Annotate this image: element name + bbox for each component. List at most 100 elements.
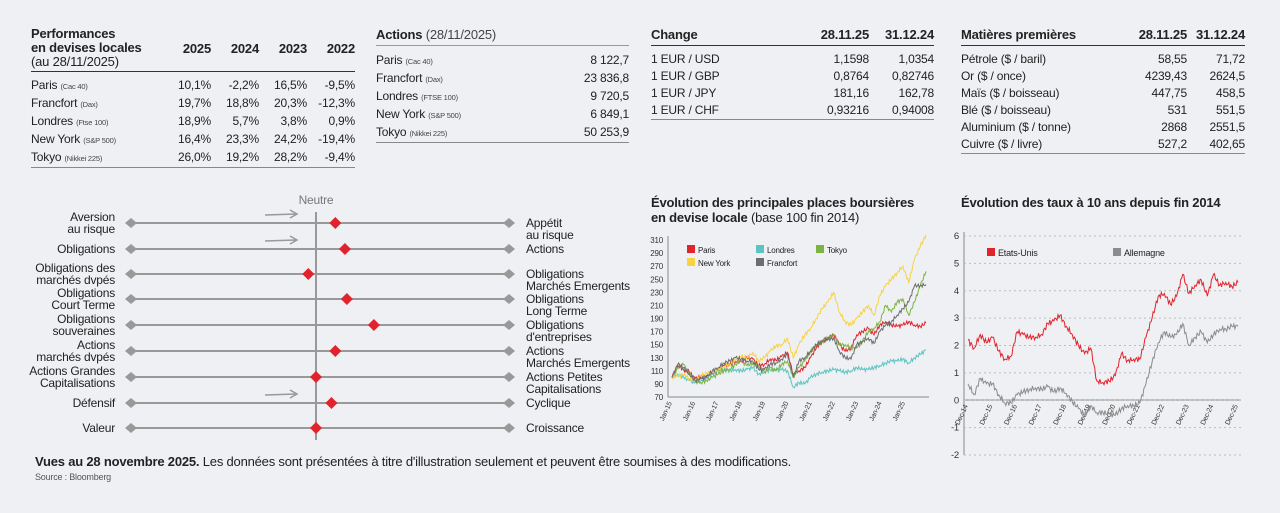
- actions-row: Tokyo (Nikkei 225) 50 253,9: [376, 124, 629, 142]
- end-diamond-icon: [125, 320, 137, 330]
- legend-swatch: [756, 245, 764, 253]
- performance-value: 19,2%: [225, 150, 259, 164]
- y-tick-label: 6: [954, 231, 959, 242]
- index-value: 23 836,8: [583, 71, 629, 85]
- chart1-title: Évolution des principales places boursiè…: [651, 195, 914, 225]
- legend-label: New York: [698, 259, 731, 268]
- row-label: Pétrole ($ / baril): [961, 52, 1046, 66]
- position-marker-icon: [325, 397, 338, 409]
- y-tick-label: 70: [655, 393, 664, 402]
- market-name: Tokyo (Nikkei 225): [31, 150, 103, 164]
- left-label: Obligations des: [35, 261, 115, 275]
- index-value: 9 720,5: [590, 89, 629, 103]
- performance-value: 28,2%: [273, 150, 307, 164]
- performance-row: New York (S&P 500) 16,4% 23,3% 24,2% -19,4%: [31, 131, 355, 149]
- commodities-row: Aluminium ($ / tonne) 2868 2551,5: [961, 119, 1245, 136]
- actions-row: New York (S&P 500) 6 849,1: [376, 106, 629, 124]
- market-name: Tokyo (Nikkei 225): [376, 125, 448, 139]
- end-diamond-icon: [125, 244, 137, 254]
- col-header: 28.11.25: [1138, 27, 1187, 42]
- y-tick-label: 150: [650, 341, 663, 350]
- y-tick-label: 90: [655, 380, 664, 389]
- series-line-londres: [671, 349, 926, 389]
- right-label: Cyclique: [526, 396, 571, 410]
- commodities-table: Matières premières 28.11.25 31.12.24 Pét…: [961, 27, 1245, 154]
- left-label: Obligations: [57, 242, 115, 256]
- value: 4239,43: [1145, 69, 1187, 83]
- chart-title-line: en devise locale: [651, 210, 748, 225]
- x-tick-label: Dec-14: [954, 404, 970, 427]
- chart-subtitle: (base 100 fin 2014): [750, 210, 860, 225]
- neutral-label: Neutre: [299, 193, 334, 207]
- x-tick-label: Dec-15: [979, 404, 995, 427]
- performance-value: 26,0%: [177, 150, 211, 164]
- arrow-right-icon: [264, 235, 299, 245]
- x-tick-label: Jan-16: [682, 401, 697, 423]
- y-tick-label: 250: [650, 275, 663, 284]
- actions-row: Paris (Cac 40) 8 122,7: [376, 52, 629, 70]
- performance-row: Londres (Ftse 100) 18,9% 5,7% 3,8% 0,9%: [31, 113, 355, 131]
- x-tick-label: Jan-24: [869, 401, 884, 423]
- year-header: 2022: [326, 41, 355, 56]
- market-name: Paris (Cac 40): [376, 53, 433, 67]
- commodities-row: Pétrole ($ / baril) 58,55 71,72: [961, 51, 1245, 68]
- x-tick-label: Dec-24: [1200, 404, 1216, 427]
- legend-swatch: [987, 248, 995, 256]
- value: 2868: [1161, 120, 1187, 134]
- right-label: Croissance: [526, 421, 585, 435]
- actions-table: Actions (28/11/2025) Paris (Cac 40) 8 122…: [376, 27, 629, 143]
- value: 458,5: [1215, 86, 1245, 100]
- left-label: Défensif: [73, 396, 116, 410]
- x-tick-label: Dec-17: [1028, 404, 1044, 427]
- right-label: Actions: [526, 242, 564, 256]
- position-marker-icon: [367, 319, 380, 331]
- rates-chart: -2 -1 0 1 2 3 4 5 6 Dec-14 Dec-15 Dec-16 Dec-17 Dec-1…: [951, 231, 1241, 461]
- end-diamond-icon: [125, 346, 137, 356]
- view-row: Valeur Croissance: [82, 421, 584, 435]
- market-name: Francfort (Dax): [31, 96, 98, 110]
- change-row: 1 EUR / CHF 0,93216 0,94008: [651, 102, 934, 119]
- position-marker-icon: [329, 345, 342, 357]
- right-label: Obligations: [526, 267, 584, 281]
- position-marker-icon: [338, 243, 351, 255]
- value: 0,8764: [833, 69, 869, 83]
- y-tick-label: 130: [650, 354, 663, 363]
- end-diamond-icon: [125, 218, 137, 228]
- legend-swatch: [687, 258, 695, 266]
- arrow-right-icon: [264, 209, 299, 219]
- left-label: marchés dvpés: [36, 350, 115, 364]
- commodities-row: Maïs ($ / boisseau) 447,75 458,5: [961, 85, 1245, 102]
- index-value: 8 122,7: [590, 53, 629, 67]
- performance-value: 24,2%: [273, 132, 307, 146]
- market-name: Francfort (Dax): [376, 71, 443, 85]
- performance-value: 16,4%: [177, 132, 211, 146]
- row-label: 1 EUR / JPY: [651, 86, 717, 100]
- arrow-right-icon: [264, 389, 299, 399]
- y-tick-label: 210: [650, 301, 663, 310]
- right-label: Obligations: [526, 292, 584, 306]
- y-tick-label: 190: [650, 315, 663, 324]
- left-label: souveraines: [52, 324, 115, 338]
- performance-value: -12,3%: [318, 96, 355, 110]
- year-header: 2023: [278, 41, 307, 56]
- performance-value: 5,7%: [232, 114, 259, 128]
- right-label: Capitalisations: [526, 382, 601, 396]
- performance-value: 18,9%: [177, 114, 211, 128]
- legend-swatch: [687, 245, 695, 253]
- right-label: Long Terme: [526, 304, 588, 318]
- commodities-row: Cuivre ($ / livre) 527,2 402,65: [961, 136, 1245, 153]
- left-label: Aversion: [70, 210, 115, 224]
- x-tick-label: Jan-22: [822, 401, 837, 423]
- market-name: Londres (Ftse 100): [31, 114, 109, 128]
- value: 58,55: [1157, 52, 1187, 66]
- footer-bold: Vues au 28 novembre 2025.: [35, 454, 200, 469]
- position-marker-icon: [302, 268, 315, 280]
- series-line-tokyo: [671, 271, 927, 385]
- view-row: Défensif Cyclique: [73, 389, 571, 410]
- value: 71,72: [1215, 52, 1245, 66]
- view-row: Obligations Actions: [57, 235, 564, 256]
